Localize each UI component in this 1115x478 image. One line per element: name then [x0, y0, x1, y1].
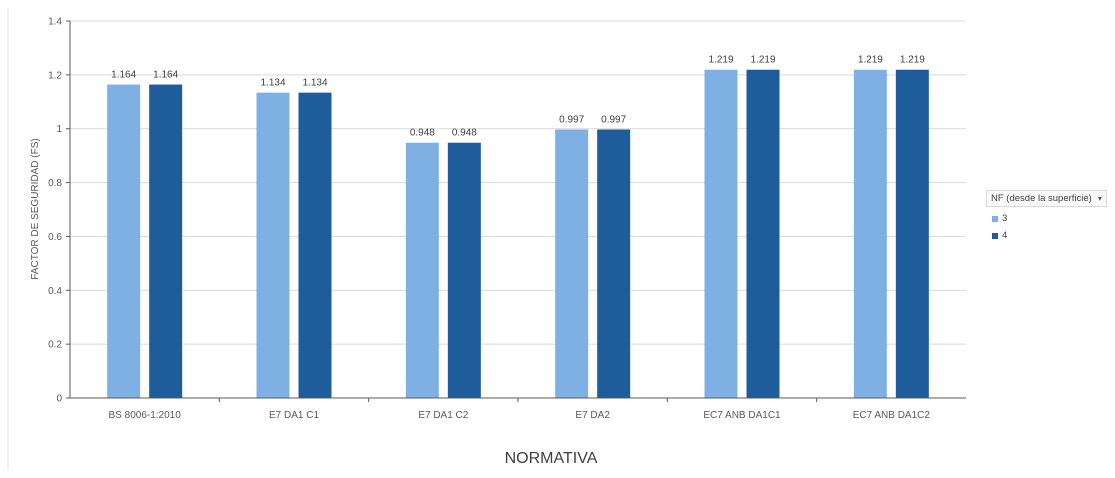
bar-series-3[interactable]	[405, 142, 439, 398]
y-tick-label: 1.2	[48, 70, 62, 81]
legend-item-4[interactable]: 4	[986, 230, 1107, 241]
y-tick-label: 0.2	[48, 340, 62, 351]
data-label: 1.134	[302, 78, 327, 89]
data-label: 1.219	[708, 55, 733, 66]
y-tick-label: 0.8	[48, 178, 62, 189]
bar-series-4[interactable]	[149, 84, 183, 399]
data-label: 0.997	[559, 115, 584, 126]
legend-label: 4	[1002, 230, 1008, 241]
data-label: 1.164	[111, 70, 136, 81]
gridlines	[70, 20, 966, 345]
x-axis-ticks: BS 8006-1:2010 E7 DA1 C1 E7 DA1 C2 E7 DA2 EC…	[109, 398, 931, 421]
bar-series-3[interactable]	[256, 92, 290, 398]
y-tick-label: 1.4	[48, 17, 62, 28]
bar-series-3[interactable]	[555, 129, 589, 398]
legend-filter-button[interactable]: NF (desde la superficie) ▾	[986, 190, 1107, 207]
bar-series-4[interactable]	[895, 69, 929, 398]
legend-swatch	[992, 215, 998, 222]
data-label: 1.164	[153, 70, 178, 81]
y-tick-label: 1	[56, 124, 62, 135]
x-tick-label: E7 DA1 C2	[418, 410, 468, 421]
legend-label: 3	[1002, 213, 1008, 224]
x-tick-label: BS 8006-1:2010	[109, 410, 182, 421]
x-tick-label: E7 DA1 C1	[269, 410, 319, 421]
bar-series-3[interactable]	[853, 69, 887, 398]
data-label: 1.219	[858, 55, 883, 66]
legend-item-3[interactable]: 3	[986, 213, 1107, 224]
data-label: 0.948	[410, 128, 435, 139]
bars: 1.164 1.164 1.134 1.134 0.948 0.948 0.997 0.997…	[107, 55, 929, 399]
data-label: 1.219	[750, 55, 775, 66]
data-label: 0.997	[601, 115, 626, 126]
x-axis-title: NORMATIVA	[505, 450, 598, 467]
chevron-down-icon[interactable]: ▾	[1097, 194, 1102, 203]
bar-series-4[interactable]	[298, 92, 332, 398]
y-axis-title: FACTOR DE SEGURIDAD (FS)	[30, 138, 41, 280]
bar-series-4[interactable]	[447, 142, 481, 398]
bar-series-3[interactable]	[704, 69, 738, 398]
legend-title: NF (desde la superficie)	[991, 193, 1092, 204]
data-label: 1.219	[900, 55, 925, 66]
y-tick-label: 0	[56, 394, 62, 405]
legend-swatch	[992, 232, 998, 239]
y-tick-label: 0.4	[48, 286, 62, 297]
bar-series-3[interactable]	[107, 84, 141, 399]
x-tick-label: E7 DA2	[575, 410, 610, 421]
bar-series-4[interactable]	[597, 129, 631, 398]
data-label: 1.134	[260, 78, 285, 89]
y-tick-label: 0.6	[48, 232, 62, 243]
data-label: 0.948	[452, 128, 477, 139]
y-axis-ticks: 0 0.2 0.4 0.6 0.8 1 1.2 1.4	[48, 17, 71, 405]
bar-series-4[interactable]	[746, 69, 780, 398]
x-tick-label: EC7 ANB DA1C2	[853, 410, 931, 421]
x-tick-label: EC7 ANB DA1C1	[703, 410, 781, 421]
